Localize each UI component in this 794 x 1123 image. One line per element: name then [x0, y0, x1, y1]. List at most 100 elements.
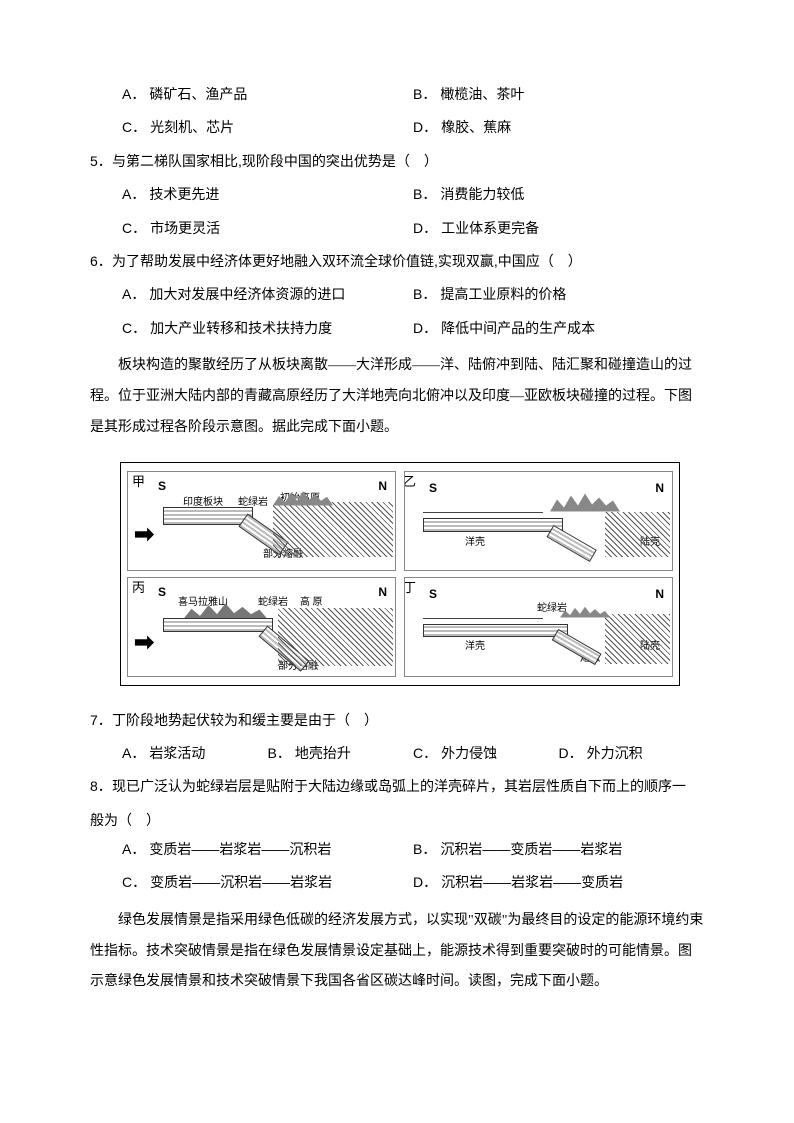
- q4-option-c[interactable]: C． 光刻机、芯片: [122, 113, 413, 142]
- q4-option-d[interactable]: D． 橡胶、蕉麻: [413, 113, 704, 142]
- arrow-icon: ➡: [134, 510, 154, 560]
- question-number: 7．: [90, 706, 112, 735]
- option-label: A．: [122, 180, 145, 209]
- feature-label: 洋壳: [465, 636, 485, 657]
- q4-options-row2: C． 光刻机、芯片 D． 橡胶、蕉麻: [90, 113, 704, 142]
- n-label: N: [655, 476, 664, 501]
- q7-option-b[interactable]: B． 地壳抬升: [268, 739, 414, 768]
- option-text: 地壳抬升: [295, 739, 351, 768]
- q7-option-a[interactable]: A． 岩浆活动: [122, 739, 268, 768]
- q5-option-d[interactable]: D． 工业体系更完备: [413, 214, 704, 243]
- q8-stem-cont: 般为（ ）: [90, 806, 704, 835]
- q7-option-c[interactable]: C． 外力侵蚀: [413, 739, 559, 768]
- question-number: 5．: [90, 147, 112, 176]
- q4-option-a[interactable]: A． 磷矿石、渔产品: [122, 80, 413, 109]
- option-text: 技术更先进: [149, 180, 219, 209]
- option-text: 降低中间产品的生产成本: [441, 314, 595, 343]
- option-label: D．: [413, 214, 437, 243]
- q8-option-d[interactable]: D． 沉积岩——岩浆岩——变质岩: [413, 868, 704, 897]
- q5-stem: 5． 与第二梯队国家相比,现阶段中国的突出优势是（ ）: [90, 147, 704, 176]
- q6-option-a[interactable]: A． 加大对发展中经济体资源的进口: [122, 280, 413, 309]
- diagram-panel-jia: 甲 S N 印度板块 蛇绿岩 初始高原 部分熔融 ➡: [127, 471, 396, 571]
- q8-options-row2: C． 变质岩——沉积岩——岩浆岩 D． 沉积岩——岩浆岩——变质岩: [90, 868, 704, 897]
- option-label: D．: [559, 739, 583, 768]
- question-text: 为了帮助发展中经济体更好地融入双环流全球价值链,实现双赢,中国应（ ）: [112, 247, 582, 276]
- q6-options-row2: C． 加大产业转移和技术扶持力度 D． 降低中间产品的生产成本: [90, 314, 704, 343]
- question-text: 现已广泛认为蛇绿岩层是贴附于大陆边缘或岛弧上的洋壳碎片，其岩层性质自下而上的顺序…: [112, 772, 686, 801]
- q5-option-a[interactable]: A． 技术更先进: [122, 180, 413, 209]
- option-text: 变质岩——沉积岩——岩浆岩: [150, 868, 332, 897]
- option-text: 外力沉积: [587, 739, 643, 768]
- option-text: 加大对发展中经济体资源的进口: [149, 280, 345, 309]
- s-label: S: [158, 580, 166, 605]
- q7-option-d[interactable]: D． 外力沉积: [559, 739, 705, 768]
- passage-plate-tectonics: 板块构造的聚散经历了从板块离散——大洋形成——洋、陆俯冲到陆、陆汇聚和碰撞造山的…: [90, 351, 704, 443]
- option-text: 外力侵蚀: [441, 739, 497, 768]
- option-label: D．: [413, 314, 437, 343]
- option-text: 工业体系更完备: [441, 214, 539, 243]
- panel-label: 甲: [132, 471, 145, 495]
- option-label: C．: [122, 113, 146, 142]
- option-text: 提高工业原料的价格: [440, 280, 566, 309]
- feature-label: 洋壳: [465, 532, 485, 553]
- option-label: B．: [268, 739, 291, 768]
- q8-option-b[interactable]: B． 沉积岩——变质岩——岩浆岩: [413, 835, 704, 864]
- panel-label: 丁: [404, 577, 416, 601]
- panel-label: 乙: [404, 471, 416, 495]
- option-label: A．: [122, 80, 145, 109]
- question-text: 与第二梯队国家相比,现阶段中国的突出优势是（ ）: [112, 147, 438, 176]
- q6-option-d[interactable]: D． 降低中间产品的生产成本: [413, 314, 704, 343]
- option-label: A．: [122, 739, 145, 768]
- option-label: C．: [122, 314, 146, 343]
- feature-label: 喜马拉雅山: [178, 592, 228, 613]
- q6-option-b[interactable]: B． 提高工业原料的价格: [413, 280, 704, 309]
- option-label: C．: [122, 868, 146, 897]
- option-label: A．: [122, 835, 145, 864]
- question-number: 6．: [90, 247, 112, 276]
- option-label: B．: [413, 180, 436, 209]
- question-number: 8．: [90, 772, 112, 801]
- option-label: B．: [413, 280, 436, 309]
- q8-option-a[interactable]: A． 变质岩——岩浆岩——沉积岩: [122, 835, 413, 864]
- option-text: 磷矿石、渔产品: [149, 80, 247, 109]
- option-text: 橄榄油、茶叶: [440, 80, 524, 109]
- option-label: C．: [122, 214, 146, 243]
- s-label: S: [429, 476, 437, 501]
- diagram-panel-bing: 丙 S N 喜马拉雅山 蛇绿岩 高 原 部分熔融 ➡: [127, 577, 396, 677]
- option-label: B．: [413, 835, 436, 864]
- option-label: D．: [413, 113, 437, 142]
- q5-options-row1: A． 技术更先进 B． 消费能力较低: [90, 180, 704, 209]
- q8-option-c[interactable]: C． 变质岩——沉积岩——岩浆岩: [122, 868, 413, 897]
- q4-option-b[interactable]: B． 橄榄油、茶叶: [413, 80, 704, 109]
- option-label: D．: [413, 868, 437, 897]
- option-text: 沉积岩——变质岩——岩浆岩: [440, 835, 622, 864]
- q6-option-c[interactable]: C． 加大产业转移和技术扶持力度: [122, 314, 413, 343]
- option-text: 岩浆活动: [149, 739, 205, 768]
- q8-stem: 8． 现已广泛认为蛇绿岩层是贴附于大陆边缘或岛弧上的洋壳碎片，其岩层性质自下而上…: [90, 772, 704, 801]
- q6-stem: 6． 为了帮助发展中经济体更好地融入双环流全球价值链,实现双赢,中国应（ ）: [90, 247, 704, 276]
- tectonic-diagram: 甲 S N 印度板块 蛇绿岩 初始高原 部分熔融 ➡ 乙 S N 洋壳 陆壳: [120, 462, 680, 686]
- option-text: 变质岩——岩浆岩——沉积岩: [149, 835, 331, 864]
- diagram-panel-yi: 乙 S N 洋壳 陆壳: [404, 471, 673, 571]
- option-text: 橡胶、蕉麻: [441, 113, 511, 142]
- n-label: N: [378, 474, 387, 499]
- question-text: 丁阶段地势起伏较为和缓主要是由于（ ）: [112, 706, 378, 735]
- diagram-panel-ding: 丁 S N 洋壳 蛇绿岩 熔融 陆壳: [404, 577, 673, 677]
- option-label: C．: [413, 739, 437, 768]
- q8-options-row1: A． 变质岩——岩浆岩——沉积岩 B． 沉积岩——变质岩——岩浆岩: [90, 835, 704, 864]
- q4-options-row1: A． 磷矿石、渔产品 B． 橄榄油、茶叶: [90, 80, 704, 109]
- q5-option-c[interactable]: C． 市场更灵活: [122, 214, 413, 243]
- q6-options-row1: A． 加大对发展中经济体资源的进口 B． 提高工业原料的价格: [90, 280, 704, 309]
- option-label: A．: [122, 280, 145, 309]
- s-label: S: [429, 582, 437, 607]
- option-text: 消费能力较低: [440, 180, 524, 209]
- option-text: 沉积岩——岩浆岩——变质岩: [441, 868, 623, 897]
- panel-label: 丙: [132, 577, 145, 601]
- q5-option-b[interactable]: B． 消费能力较低: [413, 180, 704, 209]
- s-label: S: [158, 474, 166, 499]
- q7-options-row: A． 岩浆活动 B． 地壳抬升 C． 外力侵蚀 D． 外力沉积: [90, 739, 704, 768]
- passage-green-development: 绿色发展情景是指采用绿色低碳的经济发展方式，以实现"双碳"为最终目的设定的能源环…: [90, 906, 704, 998]
- n-label: N: [378, 580, 387, 605]
- option-label: B．: [413, 80, 436, 109]
- arrow-icon: ➡: [134, 618, 154, 668]
